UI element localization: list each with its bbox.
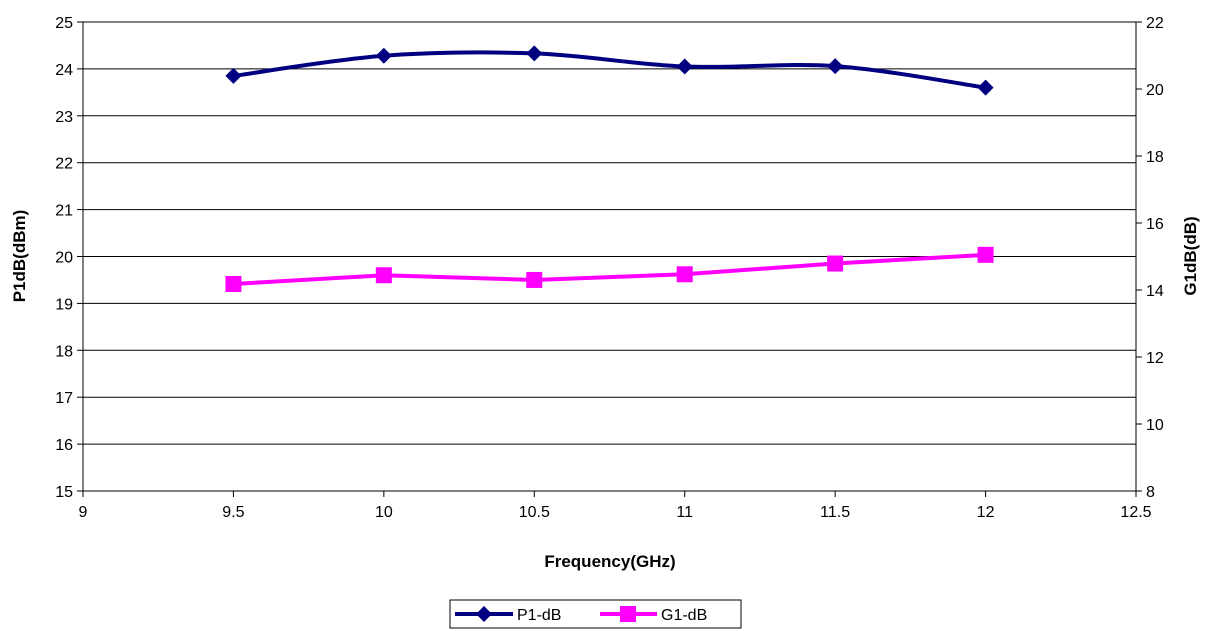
left-y-tick-label: 17 [55, 390, 73, 407]
legend: P1-dB G1-dB [449, 599, 742, 629]
data-point-p1db [676, 58, 693, 75]
right-y-tick-label: 12 [1146, 350, 1164, 367]
x-tick-label: 9.5 [222, 504, 244, 521]
series-line-g1db [233, 252, 986, 286]
right-y-axis-ticks: 8 10 12 14 16 18 20 22 [1136, 15, 1164, 501]
right-y-tick-label: 14 [1146, 283, 1164, 300]
data-point-g1db [676, 266, 693, 283]
data-point-g1db [225, 275, 242, 292]
data-point-p1db [977, 79, 994, 96]
legend-label-g1db: G1-dB [661, 607, 707, 624]
legend-item-p1db: P1-dB [455, 606, 561, 624]
x-axis-ticks: 9 9.5 10 10.5 11 11.5 12 12.5 [79, 491, 1152, 521]
left-y-tick-label: 18 [55, 343, 73, 360]
left-y-tick-label: 16 [55, 437, 73, 454]
right-y-axis-title: G1dB(dB) [1181, 216, 1200, 295]
right-y-tick-label: 8 [1146, 484, 1155, 501]
right-y-tick-label: 20 [1146, 82, 1164, 99]
left-y-tick-label: 22 [55, 156, 73, 173]
x-axis-title: Frequency(GHz) [544, 552, 675, 571]
right-y-tick-label: 18 [1146, 149, 1164, 166]
left-y-tick-label: 24 [55, 62, 73, 79]
legend-marker-square [620, 606, 636, 622]
data-point-g1db [375, 267, 392, 284]
left-y-tick-label: 23 [55, 109, 73, 126]
left-y-tick-label: 25 [55, 15, 73, 32]
legend-item-g1db: G1-dB [600, 606, 707, 624]
left-y-tick-label: 21 [55, 203, 73, 220]
data-point-p1db [225, 67, 242, 84]
left-y-axis-title: P1dB(dBm) [10, 210, 29, 303]
left-y-tick-label: 19 [55, 296, 73, 313]
right-y-tick-label: 10 [1146, 417, 1164, 434]
data-point-p1db [375, 47, 392, 64]
data-point-p1db [827, 58, 844, 75]
right-y-tick-label: 16 [1146, 216, 1164, 233]
legend-label-p1db: P1-dB [517, 607, 561, 624]
right-y-tick-label: 22 [1146, 15, 1164, 32]
left-y-tick-label: 20 [55, 250, 73, 267]
x-tick-label: 9 [79, 504, 88, 521]
data-point-g1db [827, 255, 844, 272]
series-layer [225, 45, 994, 292]
data-point-g1db [977, 246, 994, 263]
data-point-g1db [526, 271, 543, 288]
x-tick-label: 10.5 [519, 504, 550, 521]
x-tick-label: 10 [375, 504, 393, 521]
left-y-axis-ticks: 15 16 17 18 19 20 21 22 23 24 25 [55, 15, 83, 501]
data-point-p1db [526, 45, 543, 62]
series-line-p1db [233, 50, 986, 90]
x-tick-label: 11 [676, 504, 693, 521]
legend-box [449, 599, 742, 629]
left-y-tick-label: 15 [55, 484, 73, 501]
gridlines [83, 21, 1136, 492]
x-tick-label: 12 [977, 504, 995, 521]
x-tick-label: 11.5 [820, 504, 850, 521]
legend-marker-diamond [476, 606, 492, 622]
x-tick-label: 12.5 [1120, 504, 1151, 521]
